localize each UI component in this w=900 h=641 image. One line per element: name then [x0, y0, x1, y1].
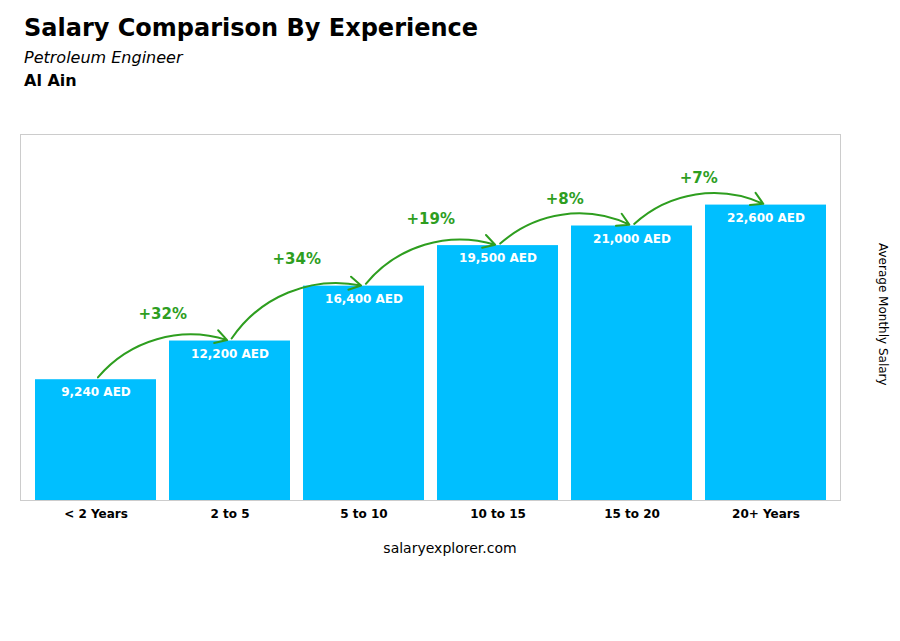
svg-text:2 to 5: 2 to 5	[210, 507, 249, 521]
svg-text:10 to 15: 10 to 15	[470, 507, 526, 521]
svg-text:12,200 AED: 12,200 AED	[191, 347, 269, 361]
svg-text:22,600 AED: 22,600 AED	[727, 211, 805, 225]
svg-text:+7%: +7%	[680, 169, 718, 187]
html-text:Salary Comparison By Experienc: Salary Comparison By Experience	[24, 14, 479, 42]
svg-text:+19%: +19%	[407, 210, 455, 228]
svg-text:+8%: +8%	[546, 190, 584, 208]
html-text:Average Monthly Salary: Average Monthly Salary	[876, 242, 890, 386]
svg-text:15 to 20: 15 to 20	[604, 507, 660, 521]
svg-text:20+ Years: 20+ Years	[732, 507, 800, 521]
html-text:salaryexplorer.com: salaryexplorer.com	[383, 540, 517, 556]
svg-text:21,000 AED: 21,000 AED	[593, 232, 671, 246]
svg-text:5 to 10: 5 to 10	[340, 507, 387, 521]
svg-text:16,400 AED: 16,400 AED	[325, 292, 403, 306]
svg-text:+32%: +32%	[139, 305, 187, 323]
html-text:Al Ain: Al Ain	[24, 71, 77, 90]
svg-text:9,240 AED: 9,240 AED	[61, 385, 131, 399]
svg-text:< 2 Years: < 2 Years	[64, 507, 128, 521]
html-text:Petroleum Engineer: Petroleum Engineer	[24, 48, 183, 67]
svg-text:19,500 AED: 19,500 AED	[459, 251, 537, 265]
svg-text:+34%: +34%	[273, 250, 321, 268]
